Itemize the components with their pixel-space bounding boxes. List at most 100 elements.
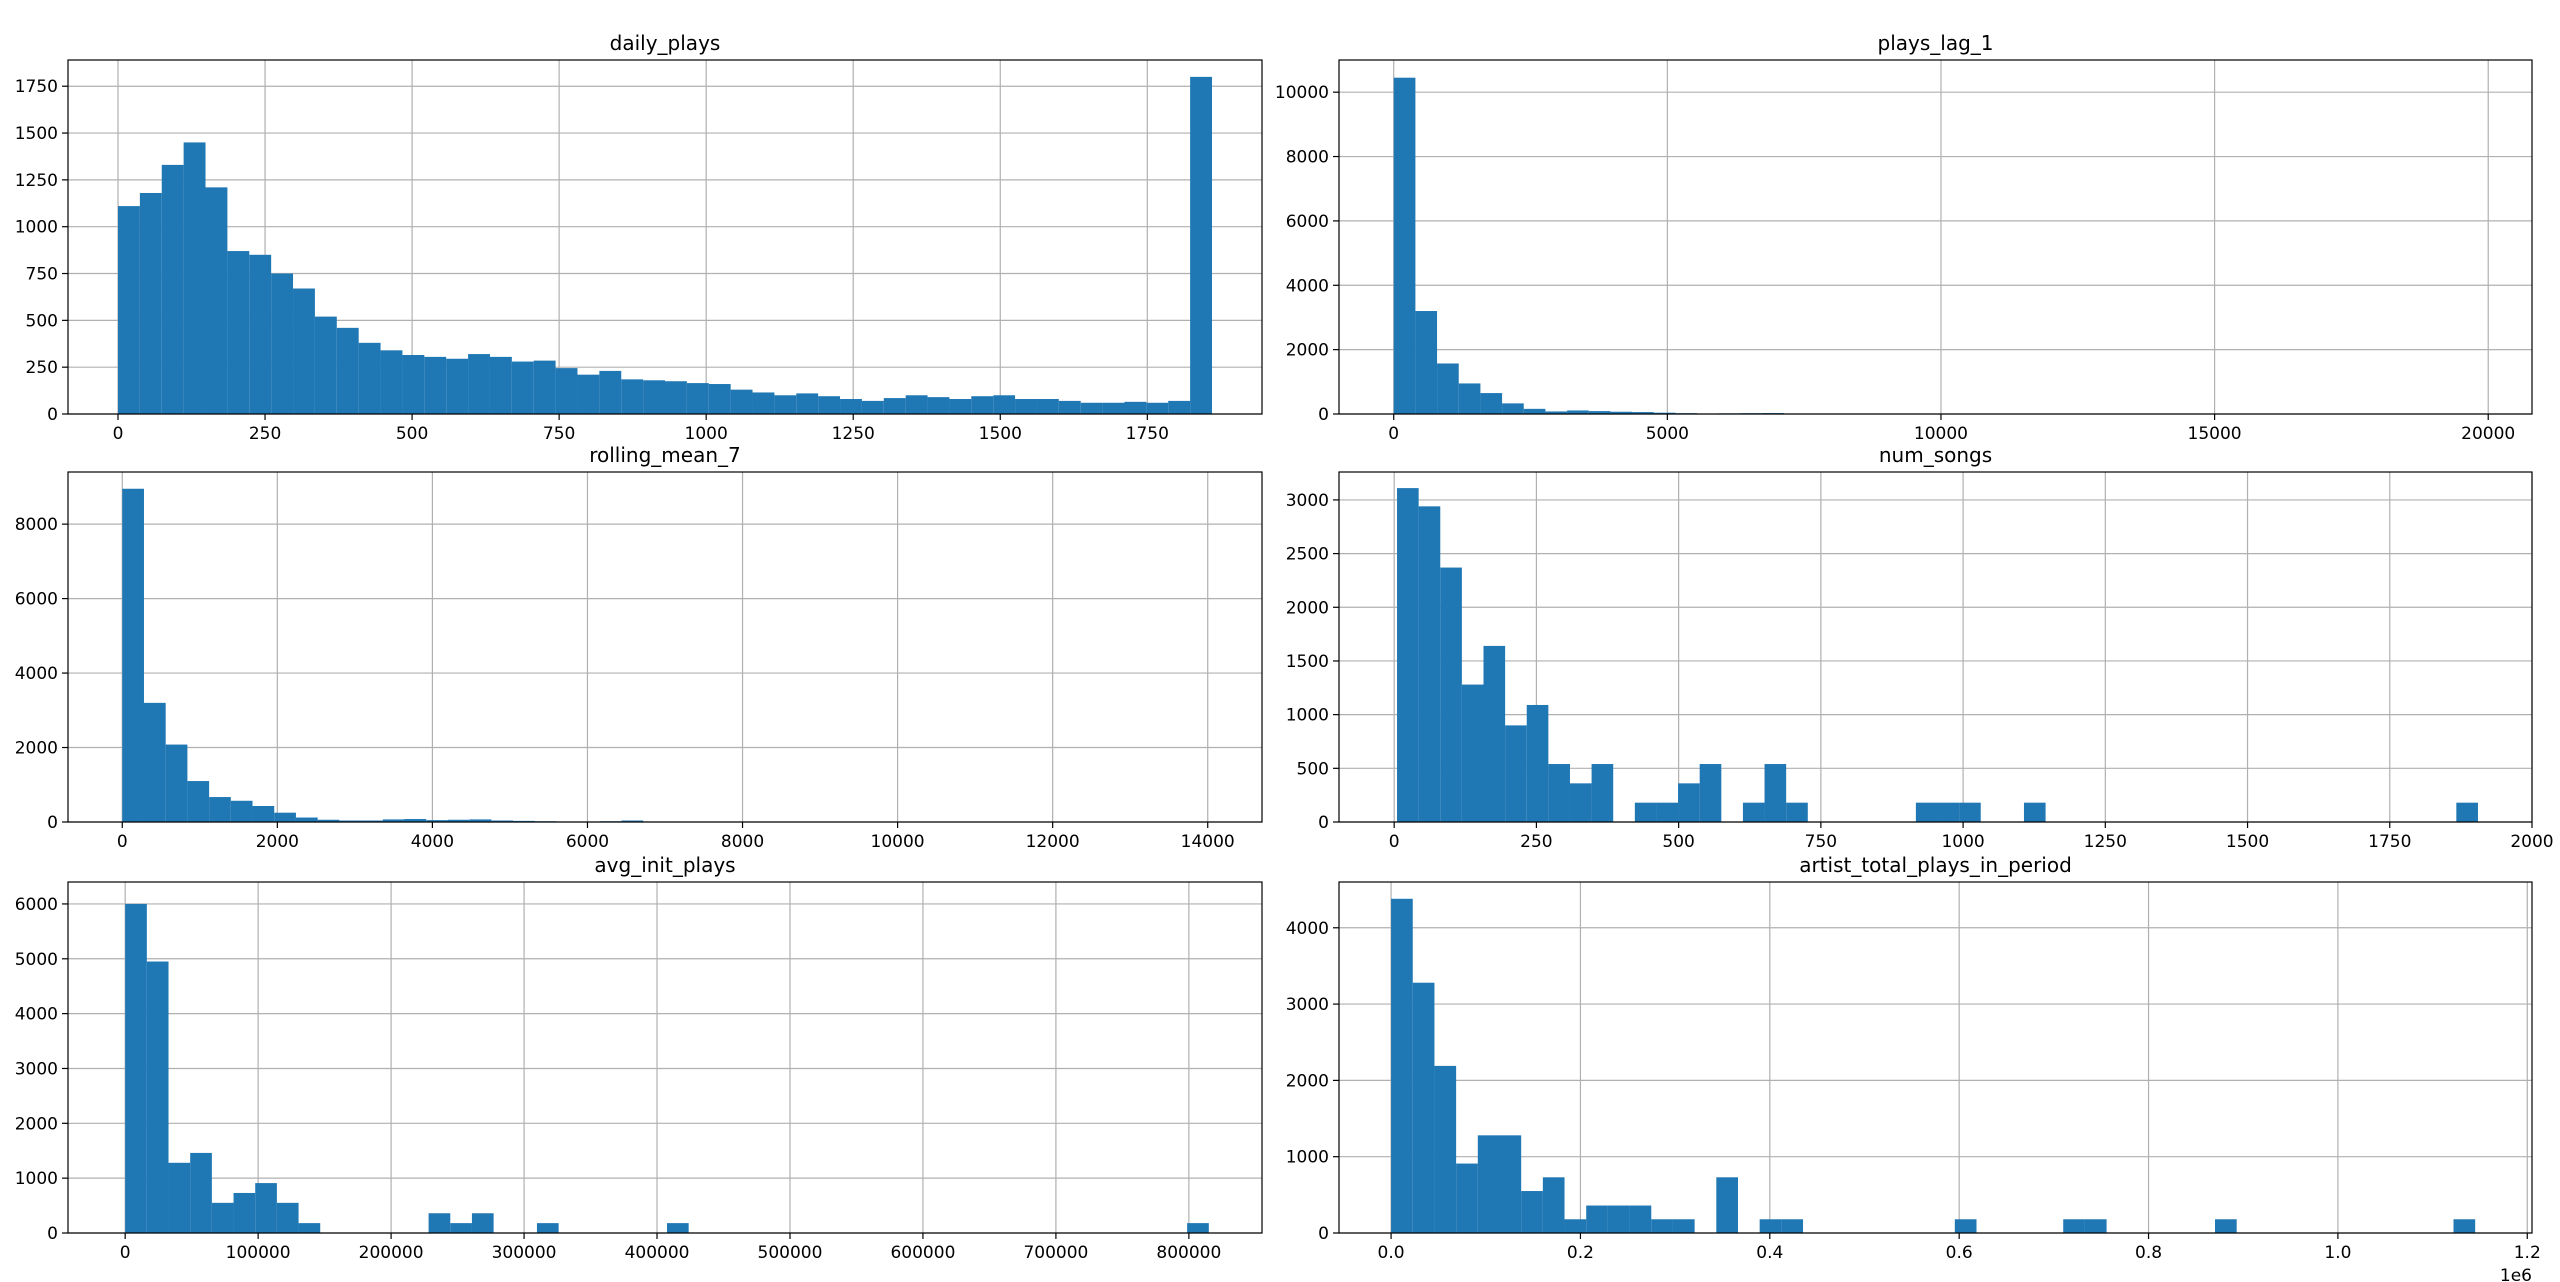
histogram-bar	[1187, 1223, 1209, 1233]
x-tick-label: 0.6	[1946, 1243, 1973, 1263]
x-tick-label: 2000	[256, 832, 299, 852]
y-tick-label: 0	[47, 813, 58, 833]
x-tick-label: 12000	[1026, 832, 1080, 852]
histogram-bar	[190, 1152, 212, 1233]
histogram-bar	[1480, 393, 1503, 414]
y-tick-label: 2000	[15, 1114, 58, 1134]
histogram-bar	[1632, 412, 1654, 414]
histogram-bar	[1521, 1191, 1543, 1233]
histogram-bar	[1569, 783, 1592, 822]
x-tick-label: 6000	[566, 832, 609, 852]
x-tick-label: 20000	[2461, 424, 2515, 444]
histogram-bar	[1505, 725, 1527, 822]
histogram-bar	[450, 1223, 472, 1233]
y-tick-label: 2000	[1286, 598, 1329, 618]
x-tick-label: 600000	[890, 1243, 955, 1263]
histogram-bar	[665, 381, 687, 414]
histogram-bar	[233, 1192, 256, 1233]
panel-title: daily_plays	[610, 31, 721, 55]
y-tick-label: 3000	[15, 1059, 58, 1079]
histogram-bar	[599, 370, 622, 414]
histogram-bar	[1461, 684, 1484, 822]
histogram-bar	[1015, 399, 1037, 414]
histogram-bar	[993, 395, 1016, 414]
x-tick-label: 0.4	[1756, 1243, 1783, 1263]
histogram-bar	[380, 350, 403, 414]
y-tick-label: 8000	[1286, 148, 1329, 168]
histogram-bar	[1653, 412, 1676, 414]
histogram-bar	[1440, 567, 1462, 822]
y-tick-label: 2000	[15, 739, 58, 759]
histogram-bar	[1959, 802, 1981, 822]
histogram-bar	[1058, 400, 1081, 414]
y-tick-label: 1000	[15, 1169, 58, 1189]
histogram-bar	[905, 395, 928, 414]
histogram-bar	[1391, 898, 1413, 1233]
histogram-bar	[168, 1162, 191, 1233]
x-tick-label: 750	[1805, 832, 1837, 852]
histogram-bar	[949, 399, 972, 414]
histogram-bar	[643, 380, 665, 414]
x-tick-label: 250	[1520, 832, 1552, 852]
histogram-bar	[165, 744, 188, 822]
y-tick-label: 6000	[15, 590, 58, 610]
histogram-bar	[211, 1202, 234, 1233]
histogram-bar	[447, 819, 470, 822]
histogram-bar	[2215, 1219, 2237, 1233]
x-tick-label: 1750	[1126, 424, 1169, 444]
histogram-bar	[143, 702, 166, 822]
y-tick-label: 0	[47, 405, 58, 425]
histogram-bar	[402, 355, 425, 414]
histogram-bar	[271, 273, 294, 414]
histogram-bar	[1567, 410, 1589, 414]
histogram-bar	[1610, 411, 1633, 414]
histogram-bar	[382, 819, 405, 822]
y-tick-label: 500	[1297, 759, 1329, 779]
histogram-bar	[274, 812, 296, 822]
axes-frame	[1338, 59, 2533, 415]
y-tick-label: 500	[26, 311, 58, 331]
histogram-bar	[1591, 764, 1614, 822]
x-tick-label: 0.2	[1567, 1243, 1594, 1263]
histogram-bar	[426, 820, 448, 822]
histogram-bar	[1434, 1065, 1457, 1233]
histogram-bar	[2456, 802, 2478, 822]
x-tick-label: 800000	[1156, 1243, 1221, 1263]
histogram-bar	[336, 327, 359, 414]
x-tick-label: 1500	[2226, 832, 2269, 852]
histogram-bar	[428, 1213, 451, 1233]
histogram-bar	[1124, 401, 1147, 414]
x-tick-label: 1.2	[2514, 1243, 2541, 1263]
histogram-bar	[209, 797, 231, 822]
x-tick-label: 5000	[1646, 424, 1689, 444]
histogram-bar	[276, 1202, 299, 1233]
x-tick-label: 500000	[758, 1243, 823, 1263]
histogram-bar	[314, 316, 337, 414]
histogram-bar	[161, 164, 184, 414]
x-tick-label: 0.0	[1378, 1243, 1405, 1263]
y-tick-label: 5000	[15, 950, 58, 970]
histogram-bar	[1781, 1219, 1804, 1233]
x-tick-label: 700000	[1023, 1243, 1088, 1263]
histogram-bar	[1678, 783, 1700, 822]
histogram-bar	[818, 396, 841, 414]
histogram-bar	[146, 961, 169, 1233]
histogram-bar	[621, 379, 644, 414]
axes-frame	[1338, 471, 2533, 823]
x-tick-label: 0	[1388, 424, 1399, 444]
histogram-bar	[1588, 411, 1611, 414]
y-tick-label: 750	[26, 265, 58, 285]
histogram-bar	[1526, 704, 1549, 822]
histogram-bar	[1607, 1205, 1630, 1233]
histogram-bar	[2453, 1219, 2476, 1233]
x-tick-label: 1.0	[2324, 1243, 2351, 1263]
histogram-bar	[621, 820, 644, 822]
histogram-bar	[1915, 802, 1938, 822]
histogram-bar	[1190, 76, 1213, 414]
y-tick-label: 1000	[1286, 706, 1329, 726]
y-tick-label: 0	[1318, 813, 1329, 833]
histogram-bar	[295, 817, 318, 822]
histogram-bar	[1102, 402, 1125, 414]
x-tick-label: 1000	[685, 424, 728, 444]
